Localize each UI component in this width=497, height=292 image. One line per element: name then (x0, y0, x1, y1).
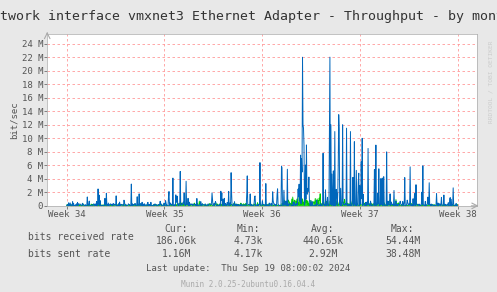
Text: Min:: Min: (237, 224, 260, 234)
Text: bits sent rate: bits sent rate (28, 249, 110, 259)
Text: Network interface vmxnet3 Ethernet Adapter - Throughput - by month: Network interface vmxnet3 Ethernet Adapt… (0, 10, 497, 23)
Text: RRDTOOL / TOBI OETIKER: RRDTOOL / TOBI OETIKER (489, 41, 494, 123)
Text: 54.44M: 54.44M (385, 236, 420, 246)
Text: Munin 2.0.25-2ubuntu0.16.04.4: Munin 2.0.25-2ubuntu0.16.04.4 (181, 280, 316, 289)
Text: Cur:: Cur: (165, 224, 188, 234)
Text: 4.73k: 4.73k (234, 236, 263, 246)
Text: 38.48M: 38.48M (385, 249, 420, 259)
Text: 1.16M: 1.16M (162, 249, 191, 259)
Text: Last update:  Thu Sep 19 08:00:02 2024: Last update: Thu Sep 19 08:00:02 2024 (147, 264, 350, 273)
Text: 2.92M: 2.92M (308, 249, 338, 259)
Y-axis label: bit/sec: bit/sec (10, 101, 19, 138)
Text: Avg:: Avg: (311, 224, 335, 234)
Text: bits received rate: bits received rate (28, 232, 134, 241)
Text: 440.65k: 440.65k (303, 236, 343, 246)
Text: 186.06k: 186.06k (156, 236, 197, 246)
Text: Max:: Max: (391, 224, 414, 234)
Text: 4.17k: 4.17k (234, 249, 263, 259)
